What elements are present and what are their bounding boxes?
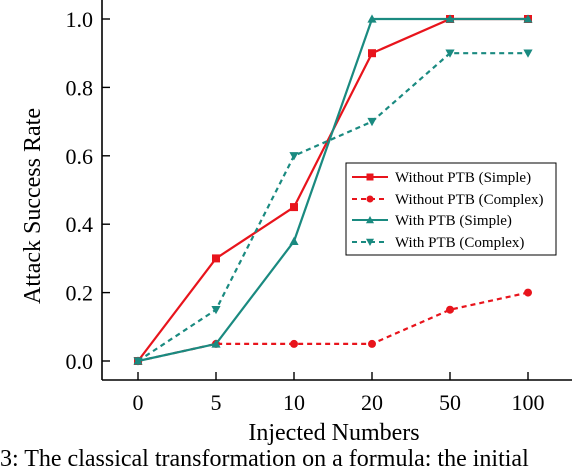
legend-marker (366, 173, 374, 181)
x-tick-label: 20 (361, 390, 383, 415)
data-point (446, 305, 454, 314)
legend-marker (365, 215, 375, 224)
y-tick-label: 0.8 (66, 75, 94, 100)
legend-label: With PTB (Complex) (395, 235, 524, 251)
legend-label: Without PTB (Simple) (395, 170, 531, 186)
x-axis-label: Injected Numbers (248, 420, 419, 446)
legend-marker (365, 238, 375, 247)
data-point (290, 203, 298, 212)
data-point (368, 339, 376, 348)
y-tick-label: 0.0 (66, 349, 94, 374)
data-point (133, 357, 143, 366)
y-tick-label: 1.0 (66, 7, 94, 32)
y-tick-label: 0.4 (66, 212, 94, 237)
y-tick-label: 0.6 (66, 144, 94, 169)
y-axis-label: Attack Success Rate (20, 108, 46, 304)
x-tick-label: 5 (211, 390, 222, 415)
data-point (445, 14, 455, 23)
series-3 (133, 14, 533, 365)
data-point (523, 49, 533, 58)
x-tick-label: 100 (512, 390, 545, 415)
series-layer (133, 14, 533, 366)
data-point (445, 49, 455, 58)
series-line (137, 52, 528, 362)
data-point (211, 339, 221, 348)
series-line (137, 17, 528, 363)
data-point (524, 288, 532, 297)
legend-box (345, 162, 557, 256)
legend-label: With PTB (Simple) (395, 213, 512, 229)
x-tick-label: 50 (439, 390, 461, 415)
x-ticks: 0 5 10 20 50 100 (133, 372, 545, 415)
data-point (367, 117, 377, 127)
y-ticks: 0.0 0.2 0.4 0.6 0.8 1.0 (66, 7, 110, 374)
figure-caption: 3: The classical transformation on a for… (0, 446, 529, 472)
data-point (368, 49, 376, 58)
data-point (367, 14, 377, 23)
data-point (211, 306, 221, 315)
chart: 0.0 0.2 0.4 0.6 0.8 1.0 0 5 10 20 50 100 Injected … (20, 0, 572, 446)
data-point (289, 152, 299, 161)
legend: Without PTB (Simple) Without PTB (Complex… (345, 162, 557, 256)
data-point (290, 339, 298, 348)
x-tick-label: 10 (283, 390, 305, 415)
legend-label: Without PTB (Complex) (395, 192, 544, 208)
data-point (523, 14, 533, 23)
data-point (289, 236, 299, 245)
x-tick-label: 0 (133, 390, 144, 415)
data-point (212, 254, 220, 263)
series-4 (133, 49, 533, 366)
legend-marker (366, 195, 374, 203)
y-tick-label: 0.2 (66, 281, 94, 306)
